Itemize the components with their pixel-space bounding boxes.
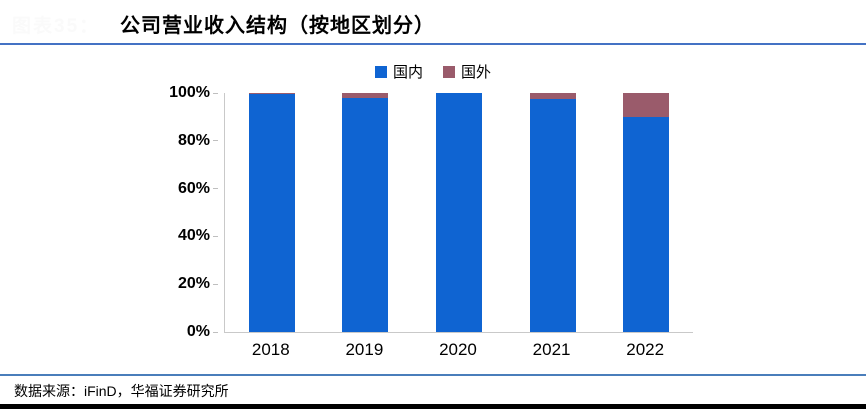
x-tick-label-2018: 2018 — [251, 340, 290, 359]
chart-legend: 国内 国外 — [0, 61, 866, 82]
bar-slot-2022 — [599, 93, 693, 332]
legend-label: 国内 — [392, 64, 423, 81]
stacked-bar-2018 — [248, 93, 295, 332]
y-tick-label: 80% — [178, 132, 218, 150]
x-tick-label-2021: 2021 — [532, 340, 571, 359]
legend-swatch-icon — [443, 65, 455, 78]
y-tick-label: 20% — [178, 275, 218, 293]
x-tick-label-2020: 2020 — [439, 340, 477, 359]
bar-slot-2020 — [412, 93, 506, 332]
stacked-bar-2022 — [623, 93, 670, 332]
bar-slot-2021 — [506, 93, 600, 332]
bar-segment-国内-2021 — [529, 98, 576, 332]
plot-area — [224, 93, 693, 333]
legend-item-国内: 国内 — [374, 61, 423, 82]
title-divider — [0, 43, 866, 45]
y-tick-label: 0% — [187, 323, 218, 341]
legend-swatch-icon — [374, 65, 387, 78]
y-tick-label: 40% — [178, 227, 218, 245]
bar-slot-2019 — [319, 93, 413, 332]
stacked-bar-2021 — [529, 93, 576, 332]
bar-segment-国内-2019 — [342, 97, 389, 332]
footer-divider — [0, 374, 866, 376]
bottom-border-bar — [0, 404, 866, 409]
bar-segment-国外-2018 — [248, 93, 295, 95]
bar-segment-国内-2018 — [248, 94, 295, 332]
data-source-note: 数据来源：iFinD，华福证券研究所 — [14, 383, 229, 399]
x-axis-labels: 2018 2019 2020 2021 2022 — [224, 340, 692, 360]
y-axis: 0% 20% 40% 60% 80% 100% — [130, 84, 218, 340]
bar-segment-国内-2020 — [435, 93, 482, 332]
bar-segment-国内-2022 — [623, 116, 670, 332]
stacked-bar-2020 — [435, 93, 482, 332]
y-tick-label: 100% — [169, 84, 218, 102]
stacked-bar-2019 — [342, 93, 389, 332]
legend-item-国外: 国外 — [443, 61, 491, 82]
figure-number-label: 图表35： — [12, 16, 101, 37]
bar-segment-国外-2021 — [529, 93, 576, 99]
x-tick-label-2019: 2019 — [345, 340, 384, 359]
y-tick-label: 60% — [178, 180, 218, 198]
x-tick-label-2022: 2022 — [626, 340, 665, 359]
bar-segment-国外-2022 — [623, 93, 670, 117]
legend-label: 国外 — [461, 64, 492, 81]
page-title: 公司营业收入结构（按地区划分） — [120, 15, 435, 37]
bar-slot-2018 — [225, 93, 319, 332]
bar-segment-国外-2019 — [342, 93, 389, 98]
